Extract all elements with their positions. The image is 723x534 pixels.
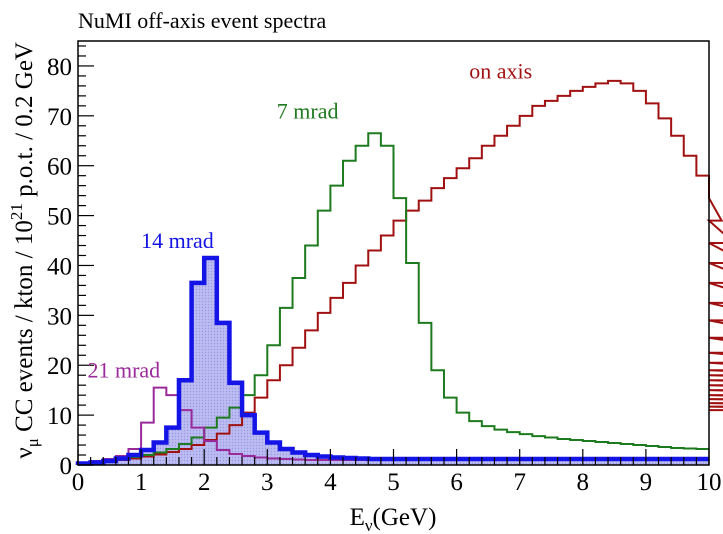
x-tick-label: 2 <box>198 469 211 496</box>
x-tick-label: 6 <box>450 469 463 496</box>
x-axis-label: Eν(GeV) <box>350 504 437 534</box>
x-tick-label: 8 <box>577 469 590 496</box>
annotation-on-axis: on axis <box>469 58 532 83</box>
x-tick-label: 5 <box>387 469 400 496</box>
y-tick-label: 40 <box>47 253 72 280</box>
series-fill-14-mrad <box>78 257 709 465</box>
x-tick-label: 10 <box>697 469 722 496</box>
annotation-21-mrad: 21 mrad <box>87 358 160 383</box>
y-axis-label: νμ CC events / kton / 1021 p.o.t. / 0.2 … <box>7 42 42 459</box>
x-tick-label: 0 <box>72 469 85 496</box>
plot-area <box>75 79 723 466</box>
x-tick-label: 4 <box>324 469 337 496</box>
y-tick-label: 20 <box>47 353 72 380</box>
chart-title: NuMI off-axis event spectra <box>78 8 326 33</box>
y-tick-label: 80 <box>47 54 72 81</box>
y-tick-label: 70 <box>47 104 72 131</box>
annotation-14-mrad: 14 mrad <box>141 228 214 253</box>
x-tick-label: 3 <box>261 469 274 496</box>
x-tick-label: 7 <box>513 469 526 496</box>
series-line-on-axis <box>77 79 723 465</box>
y-tick-label: 0 <box>60 453 73 480</box>
series-line-14-mrad <box>75 255 709 466</box>
x-tick-label: 9 <box>640 469 653 496</box>
axis-ticks <box>77 45 710 466</box>
y-tick-label: 10 <box>47 403 72 430</box>
tick-labels: 0 1 2 3 4 5 6 7 8 9 10 0 10 20 30 40 50 60 70 80 <box>47 54 722 496</box>
series-line-7-mrad <box>77 132 709 465</box>
annotation-7-mrad: 7 mrad <box>277 98 339 123</box>
y-tick-label: 50 <box>47 204 72 231</box>
y-tick-label: 60 <box>47 154 72 181</box>
series-annotations: on axis 7 mrad 14 mrad 21 mrad <box>87 58 532 382</box>
x-tick-label: 1 <box>135 469 148 496</box>
y-tick-label: 30 <box>47 303 72 330</box>
